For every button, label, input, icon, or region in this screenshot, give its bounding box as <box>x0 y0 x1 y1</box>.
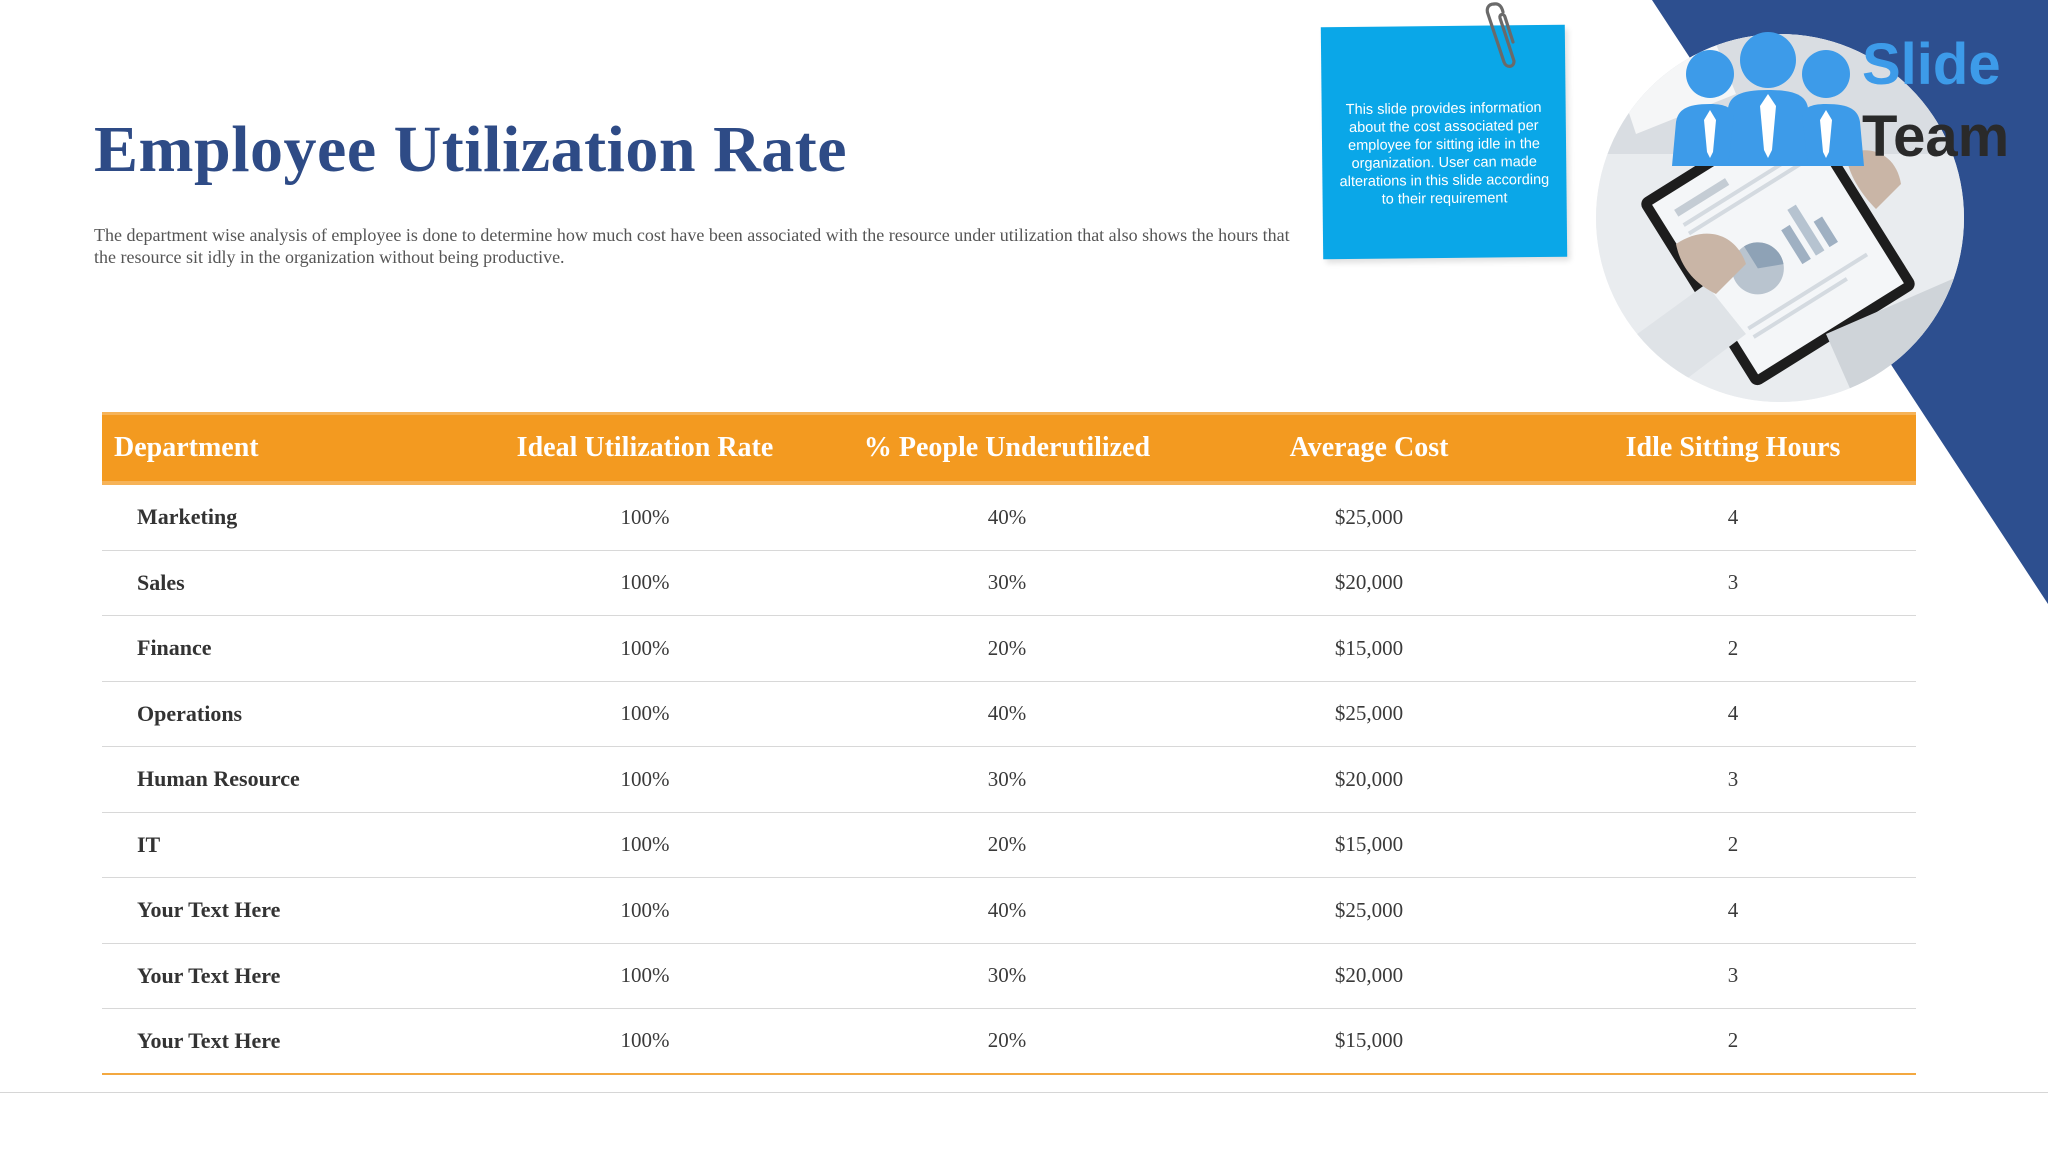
cell-average-cost: $15,000 <box>1334 832 1404 857</box>
header-idle-sitting-hours: Idle Sitting Hours <box>1625 432 1841 463</box>
cell-department: Sales <box>137 569 185 595</box>
cell-idle-sitting-hours: 4 <box>1727 897 1739 922</box>
header-department: Department <box>114 432 259 463</box>
cell-department: IT <box>137 831 161 857</box>
cell-idle-sitting-hours: 3 <box>1727 570 1739 595</box>
cell-department: Human Resource <box>137 766 300 792</box>
table-row: Operations 100% 40% $25,000 4 <box>102 682 1916 747</box>
table-row: IT 100% 20% $15,000 2 <box>102 813 1916 878</box>
table-row: Your Text Here 100% 30% $20,000 3 <box>102 944 1916 1009</box>
header-average-cost: Average Cost <box>1289 432 1449 463</box>
cell-idle-sitting-hours: 4 <box>1727 504 1739 529</box>
header-people-underutilized: % People Underutilized <box>863 432 1151 463</box>
cell-people-underutilized: 40% <box>987 897 1027 922</box>
utilization-table: Department Ideal Utilization Rate % Peop… <box>102 412 1916 1075</box>
cell-average-cost: $25,000 <box>1334 701 1404 726</box>
cell-ideal-utilization-rate: 100% <box>620 635 670 660</box>
cell-average-cost: $20,000 <box>1334 766 1404 791</box>
cell-average-cost: $20,000 <box>1334 570 1404 595</box>
paperclip-icon <box>1485 2 1516 68</box>
cell-department: Operations <box>137 700 243 726</box>
cell-people-underutilized: 20% <box>987 832 1027 857</box>
logo-word-slide: Slide <box>1862 32 2001 97</box>
cell-average-cost: $25,000 <box>1334 897 1404 922</box>
cell-people-underutilized: 40% <box>987 701 1027 726</box>
cell-idle-sitting-hours: 4 <box>1727 701 1739 726</box>
cell-ideal-utilization-rate: 100% <box>620 832 670 857</box>
cell-people-underutilized: 30% <box>987 570 1027 595</box>
cell-idle-sitting-hours: 2 <box>1727 1028 1739 1053</box>
cell-average-cost: $20,000 <box>1334 963 1404 988</box>
table-row: Sales 100% 30% $20,000 3 <box>102 551 1916 616</box>
cell-people-underutilized: 20% <box>987 1028 1027 1053</box>
cell-average-cost: $25,000 <box>1334 504 1404 529</box>
cell-idle-sitting-hours: 3 <box>1727 963 1739 988</box>
cell-department: Marketing <box>137 504 238 530</box>
table-header: Department Ideal Utilization Rate % Peop… <box>102 412 1916 485</box>
cell-people-underutilized: 20% <box>987 635 1027 660</box>
logo-word-team: Team <box>1862 104 2010 169</box>
cell-idle-sitting-hours: 2 <box>1727 635 1739 660</box>
page-title: Employee Utilization Rate <box>94 113 848 186</box>
cell-idle-sitting-hours: 2 <box>1727 832 1739 857</box>
table-row: Marketing 100% 40% $25,000 4 <box>102 485 1916 551</box>
table-row: Human Resource 100% 30% $20,000 3 <box>102 747 1916 813</box>
cell-department: Your Text Here <box>137 962 281 988</box>
table-row: Finance 100% 20% $15,000 2 <box>102 616 1916 682</box>
sticky-note: This slide provides information about th… <box>1320 24 1568 260</box>
cell-department: Your Text Here <box>137 1027 281 1053</box>
cell-idle-sitting-hours: 3 <box>1727 766 1739 791</box>
cell-average-cost: $15,000 <box>1334 1028 1404 1053</box>
table-row: Your Text Here 100% 20% $15,000 2 <box>102 1009 1916 1075</box>
cell-ideal-utilization-rate: 100% <box>620 504 670 529</box>
cell-people-underutilized: 40% <box>987 504 1027 529</box>
cell-department: Finance <box>137 635 212 661</box>
footer-divider <box>0 1092 2048 1093</box>
cell-ideal-utilization-rate: 100% <box>620 766 670 791</box>
cell-average-cost: $15,000 <box>1334 635 1404 660</box>
page-subtitle: The department wise analysis of employee… <box>94 225 1290 267</box>
cell-ideal-utilization-rate: 100% <box>620 1028 670 1053</box>
cell-ideal-utilization-rate: 100% <box>620 701 670 726</box>
people-group-icon <box>1672 32 1864 166</box>
sticky-note-text: This slide provides information about th… <box>1339 99 1550 208</box>
slideteam-logo: Slide Team <box>1668 30 2028 170</box>
cell-ideal-utilization-rate: 100% <box>620 570 670 595</box>
header-ideal-utilization-rate: Ideal Utilization Rate <box>516 432 774 463</box>
cell-department: Your Text Here <box>137 897 281 923</box>
cell-people-underutilized: 30% <box>987 766 1027 791</box>
cell-people-underutilized: 30% <box>987 963 1027 988</box>
table-row: Your Text Here 100% 40% $25,000 4 <box>102 878 1916 944</box>
cell-ideal-utilization-rate: 100% <box>620 897 670 922</box>
cell-ideal-utilization-rate: 100% <box>620 963 670 988</box>
